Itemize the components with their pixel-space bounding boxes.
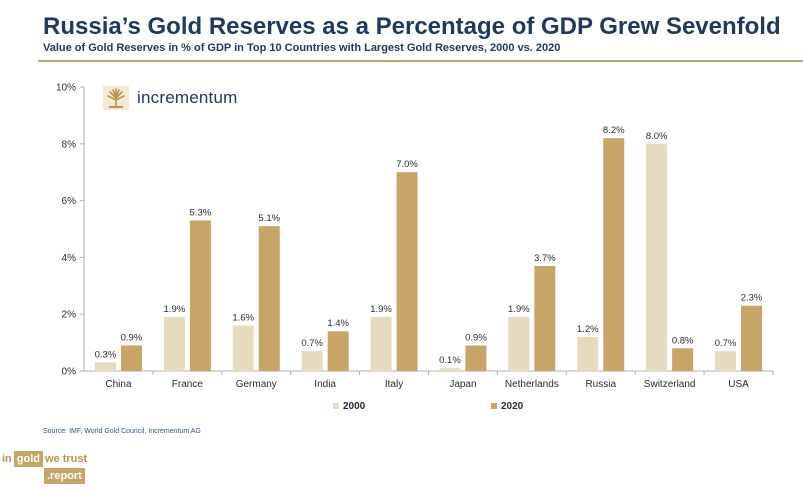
data-label-2020: 7.0%	[396, 159, 418, 170]
bar-2000-china	[94, 362, 116, 371]
chart-axes: 0% 2% 4% 6% 8% 10% China France Germany India Ital…	[56, 83, 774, 390]
data-label-2020: 1.4%	[327, 318, 349, 329]
y-tick-label: 8%	[62, 139, 77, 150]
data-label-2020: 5.3%	[190, 207, 212, 218]
x-tick-label: Germany	[236, 379, 277, 390]
x-tick-label: Switzerland	[644, 379, 696, 390]
x-tick-label: Japan	[449, 379, 476, 390]
bar-2000-netherlands	[508, 317, 530, 371]
bar-2020-china	[120, 345, 142, 371]
bar-2020-switzerland	[672, 348, 694, 371]
legend-swatch-2000	[333, 403, 339, 409]
bar-2000-italy	[370, 317, 392, 371]
bar-2000-germany	[232, 325, 254, 371]
x-tick-label: India	[314, 379, 336, 390]
data-label-2020: 0.9%	[465, 332, 487, 343]
in-gold-we-trust-logo: in gold we trust .report	[0, 451, 89, 484]
x-tick-label: France	[172, 379, 204, 390]
y-tick-label: 2%	[62, 310, 77, 321]
data-label-2020: 0.8%	[672, 335, 694, 346]
data-label-2000: 1.6%	[232, 313, 254, 324]
data-label-2020: 2.3%	[741, 293, 763, 304]
x-tick-label: Russia	[585, 379, 616, 390]
bar-2020-usa	[741, 305, 763, 371]
y-tick-label: 4%	[62, 253, 77, 264]
data-label-2020: 5.1%	[258, 213, 280, 224]
bar-2000-japan	[439, 368, 461, 371]
data-label-2000: 0.1%	[439, 355, 461, 366]
tree-logo-icon	[103, 86, 129, 110]
y-tick-label: 10%	[56, 83, 76, 94]
data-label-2000: 1.9%	[164, 304, 186, 315]
data-label-2000: 1.9%	[508, 304, 530, 315]
legend-swatch-2020	[491, 403, 497, 409]
bar-2000-india	[301, 351, 323, 371]
data-label-2000: 0.7%	[301, 338, 323, 349]
data-label-2000: 0.3%	[95, 349, 117, 360]
bar-2020-india	[327, 331, 349, 371]
bar-2000-france	[163, 317, 185, 371]
logo-word-in: in	[2, 453, 12, 465]
data-label-2020: 0.9%	[121, 332, 143, 343]
legend-label-2000: 2000	[343, 401, 366, 412]
bar-2020-france	[189, 220, 211, 371]
data-label-2000: 8.0%	[646, 131, 668, 142]
chart-subtitle: Value of Gold Reserves in % of GDP in To…	[43, 42, 561, 54]
bar-2020-italy	[396, 172, 418, 371]
x-tick-label: USA	[728, 379, 749, 390]
bar-2000-usa	[715, 351, 737, 371]
logo-word-gold: gold	[13, 451, 43, 467]
data-label-2020: 8.2%	[603, 125, 625, 136]
x-tick-label: Netherlands	[505, 379, 559, 390]
bar-2020-germany	[258, 226, 280, 371]
incrementum-brand: incrementum	[103, 86, 237, 110]
y-tick-label: 6%	[62, 196, 77, 207]
data-label-2000: 0.7%	[715, 338, 737, 349]
legend-label-2020: 2020	[501, 401, 524, 412]
chart-bars: 0.3% 0.9% 1.9% 5.3% 1.6% 5.1% 0.7% 1.4% 1.9% 7.0%…	[95, 125, 763, 371]
x-tick-label: China	[105, 379, 132, 390]
title-divider	[38, 60, 803, 62]
bar-2020-netherlands	[534, 265, 556, 371]
data-label-2000: 1.9%	[370, 304, 392, 315]
logo-word-report: .report	[44, 468, 85, 484]
bar-2000-russia	[577, 336, 599, 371]
data-label-2000: 1.2%	[577, 324, 599, 335]
source-note: Source: IMF, World Gold Council, Increme…	[43, 428, 201, 435]
bar-2020-russia	[603, 138, 625, 371]
x-tick-label: Italy	[385, 379, 403, 390]
chart-legend: 2000 2020	[333, 401, 524, 412]
logo-word-we-trust: we trust	[45, 453, 88, 465]
y-tick-label: 0%	[62, 367, 77, 378]
bar-2020-japan	[465, 345, 487, 371]
data-label-2020: 3.7%	[534, 253, 556, 264]
chart-title: Russia’s Gold Reserves as a Percentage o…	[43, 13, 781, 40]
bar-2000-switzerland	[646, 143, 668, 371]
brand-name: incrementum	[137, 88, 238, 107]
